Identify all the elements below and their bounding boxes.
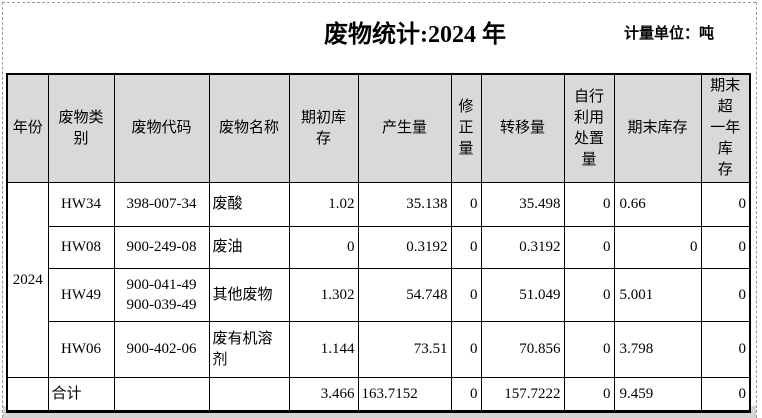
cell-code: 900-402-06 bbox=[113, 321, 210, 378]
cell-over-one-year: 0 bbox=[700, 182, 751, 227]
page-title: 废物统计:2024 年 bbox=[324, 22, 506, 48]
cell-correction: 0 bbox=[450, 377, 482, 412]
cell-generated: 73.51 bbox=[357, 321, 452, 378]
cell-transferred: 70.856 bbox=[480, 321, 565, 378]
cell-over-one-year: 0 bbox=[700, 321, 751, 378]
total-row: 合计 3.466 163.7152 0 157.7222 0 9.459 0 bbox=[6, 377, 751, 412]
cell-correction: 0 bbox=[450, 321, 482, 378]
cell-closing: 0 bbox=[613, 226, 702, 269]
page-break-guide-right bbox=[756, 2, 757, 418]
cell-total-label: 合计 bbox=[47, 377, 115, 412]
cell-self-disposed: 0 bbox=[563, 377, 615, 412]
col-header-waste-name: 废物名称 bbox=[208, 73, 290, 183]
cell-correction: 0 bbox=[450, 268, 482, 322]
cell-generated: 0.3192 bbox=[357, 226, 452, 269]
cell-self-disposed: 0 bbox=[563, 321, 615, 378]
cell-closing: 9.459 bbox=[613, 377, 702, 412]
code-line-2: 900-039-49 bbox=[126, 297, 197, 313]
cell-transferred: 0.3192 bbox=[480, 226, 565, 269]
cell-self-disposed: 0 bbox=[563, 226, 615, 269]
cell-year: 2024 bbox=[6, 182, 49, 378]
cell-name: 废有机溶剂 bbox=[208, 321, 290, 378]
cell-transferred: 157.7222 bbox=[480, 377, 565, 412]
cell-correction: 0 bbox=[450, 226, 482, 269]
cell-transferred: 35.498 bbox=[480, 182, 565, 227]
cell-category: HW08 bbox=[47, 226, 115, 269]
cell-opening: 3.466 bbox=[288, 377, 359, 412]
col-header-self-disposal: 自行 利用 处置 量 bbox=[563, 73, 615, 183]
cell-category: HW06 bbox=[47, 321, 115, 378]
col-header-closing-stock: 期末库存 bbox=[613, 73, 702, 183]
cell-generated: 163.7152 bbox=[357, 377, 452, 412]
cell-opening: 1.02 bbox=[288, 182, 359, 227]
col-header-generated: 产生量 bbox=[357, 73, 452, 183]
header-row: 年份 废物类 别 废物代码 废物名称 期初库 存 产生量 修 正 量 转移量 自… bbox=[6, 73, 751, 183]
waste-statistics-table: 年份 废物类 别 废物代码 废物名称 期初库 存 产生量 修 正 量 转移量 自… bbox=[6, 73, 751, 413]
cell-closing: 0.66 bbox=[613, 182, 702, 227]
table-row: HW49 900-041-49 900-039-49 其他废物 1.302 54… bbox=[7, 268, 751, 322]
page-break-guide-left bbox=[2, 2, 3, 418]
cell-self-disposed: 0 bbox=[563, 182, 615, 227]
cell-over-one-year: 0 bbox=[700, 268, 751, 322]
cell-code: 900-249-08 bbox=[113, 226, 210, 269]
code-line-1: 900-041-49 bbox=[126, 276, 197, 293]
cell-generated: 54.748 bbox=[357, 268, 452, 322]
cell-closing: 3.798 bbox=[613, 321, 702, 378]
table-row: 2024 HW34 398-007-34 废酸 1.02 35.138 0 35… bbox=[6, 182, 751, 378]
cell-name: 废酸 bbox=[208, 182, 290, 227]
col-header-waste-code: 废物代码 bbox=[113, 73, 210, 183]
col-header-year: 年份 bbox=[6, 73, 49, 183]
unit-note: 计量单位：吨 bbox=[624, 25, 715, 42]
cell-self-disposed: 0 bbox=[563, 268, 615, 322]
cell-year-empty bbox=[6, 377, 49, 412]
cell-name: 其他废物 bbox=[208, 268, 290, 322]
table-row: HW08 900-249-08 废油 0 0.3192 0 0.3192 0 0… bbox=[7, 226, 751, 269]
cell-over-one-year: 0 bbox=[700, 377, 751, 412]
cell-transferred: 51.049 bbox=[480, 268, 565, 322]
table-row: HW06 900-402-06 废有机溶剂 1.144 73.51 0 70.8… bbox=[7, 321, 751, 378]
cell-name: 废油 bbox=[208, 226, 290, 269]
cell-generated: 35.138 bbox=[357, 182, 452, 227]
page-break-guide-top bbox=[2, 2, 756, 3]
cell-opening: 1.144 bbox=[288, 321, 359, 378]
col-header-waste-category: 废物类 别 bbox=[47, 73, 115, 183]
cell-opening: 1.302 bbox=[288, 268, 359, 322]
cell-correction: 0 bbox=[450, 182, 482, 227]
cell-opening: 0 bbox=[288, 226, 359, 269]
cell-code-empty bbox=[113, 377, 210, 412]
col-header-opening-stock: 期初库 存 bbox=[288, 73, 359, 183]
cell-over-one-year: 0 bbox=[700, 226, 751, 269]
col-header-over-one-year-stock: 期末超 一年库 存 bbox=[700, 73, 751, 183]
cell-closing: 5.001 bbox=[613, 268, 702, 322]
cell-code: 398-007-34 bbox=[113, 182, 210, 227]
cell-category: HW49 bbox=[47, 268, 115, 322]
cell-name-empty bbox=[208, 377, 290, 412]
col-header-correction: 修 正 量 bbox=[450, 73, 482, 183]
col-header-transferred: 转移量 bbox=[480, 73, 565, 183]
cell-code: 900-041-49 900-039-49 bbox=[113, 268, 210, 322]
cell-category: HW34 bbox=[47, 182, 115, 227]
